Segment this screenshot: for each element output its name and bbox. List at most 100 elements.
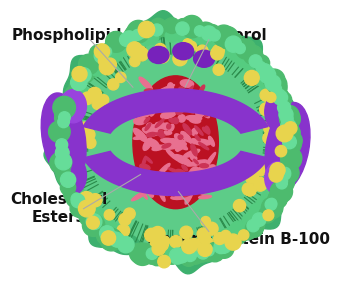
- Circle shape: [49, 121, 70, 143]
- Ellipse shape: [185, 99, 193, 103]
- Circle shape: [94, 49, 109, 63]
- Circle shape: [176, 19, 196, 39]
- Circle shape: [221, 42, 233, 54]
- Ellipse shape: [175, 134, 182, 141]
- Circle shape: [228, 225, 242, 239]
- Circle shape: [235, 43, 245, 54]
- Circle shape: [235, 228, 249, 241]
- Circle shape: [64, 158, 78, 172]
- Circle shape: [85, 137, 96, 148]
- Circle shape: [282, 156, 298, 172]
- Ellipse shape: [145, 89, 153, 92]
- Circle shape: [74, 198, 87, 212]
- Circle shape: [119, 213, 131, 225]
- Circle shape: [71, 74, 87, 91]
- Ellipse shape: [194, 50, 215, 67]
- Circle shape: [63, 154, 78, 169]
- Ellipse shape: [186, 116, 202, 121]
- Circle shape: [94, 212, 108, 226]
- Circle shape: [277, 133, 289, 145]
- Ellipse shape: [186, 105, 191, 110]
- Ellipse shape: [152, 98, 161, 108]
- Ellipse shape: [155, 119, 164, 127]
- Ellipse shape: [139, 77, 152, 90]
- Circle shape: [108, 79, 119, 90]
- Ellipse shape: [202, 165, 215, 174]
- Circle shape: [67, 169, 81, 183]
- Ellipse shape: [146, 133, 156, 137]
- Circle shape: [58, 162, 72, 176]
- Circle shape: [182, 30, 194, 42]
- Circle shape: [270, 174, 282, 186]
- Circle shape: [225, 36, 241, 52]
- Circle shape: [260, 200, 277, 217]
- Circle shape: [84, 129, 95, 140]
- Ellipse shape: [146, 101, 158, 108]
- Circle shape: [215, 231, 230, 246]
- Circle shape: [61, 146, 77, 162]
- Circle shape: [238, 221, 257, 240]
- Ellipse shape: [152, 93, 163, 101]
- Ellipse shape: [134, 184, 150, 191]
- Circle shape: [78, 60, 98, 79]
- Circle shape: [79, 192, 94, 207]
- Ellipse shape: [144, 110, 148, 114]
- Circle shape: [278, 101, 290, 114]
- Ellipse shape: [160, 100, 167, 108]
- Ellipse shape: [150, 139, 160, 149]
- Circle shape: [261, 197, 283, 219]
- Ellipse shape: [161, 138, 178, 144]
- Ellipse shape: [183, 124, 191, 135]
- Circle shape: [278, 176, 288, 186]
- Circle shape: [272, 159, 288, 175]
- Ellipse shape: [133, 76, 218, 209]
- Circle shape: [102, 219, 117, 234]
- Ellipse shape: [203, 112, 209, 118]
- Ellipse shape: [191, 93, 198, 98]
- Ellipse shape: [205, 126, 210, 134]
- Circle shape: [69, 135, 83, 149]
- Ellipse shape: [146, 127, 161, 133]
- Ellipse shape: [132, 190, 149, 201]
- Circle shape: [60, 95, 77, 113]
- Ellipse shape: [171, 177, 185, 183]
- Circle shape: [104, 232, 117, 246]
- Circle shape: [94, 57, 109, 72]
- Circle shape: [87, 216, 99, 229]
- Circle shape: [169, 248, 186, 264]
- Text: Cholesterol: Cholesterol: [169, 29, 267, 44]
- Circle shape: [150, 239, 161, 249]
- Circle shape: [198, 231, 210, 243]
- Ellipse shape: [194, 159, 198, 164]
- Circle shape: [272, 184, 290, 202]
- Circle shape: [97, 50, 107, 60]
- Ellipse shape: [163, 123, 169, 130]
- Circle shape: [282, 131, 302, 151]
- Circle shape: [234, 50, 246, 63]
- Ellipse shape: [143, 138, 152, 150]
- Circle shape: [239, 230, 249, 240]
- Circle shape: [55, 153, 72, 170]
- Circle shape: [275, 154, 288, 167]
- Circle shape: [100, 227, 113, 240]
- Circle shape: [268, 175, 282, 189]
- Circle shape: [270, 181, 293, 203]
- Ellipse shape: [131, 105, 149, 116]
- Circle shape: [276, 173, 290, 187]
- Circle shape: [56, 139, 68, 151]
- Circle shape: [53, 96, 76, 119]
- Circle shape: [283, 135, 301, 153]
- Circle shape: [271, 184, 286, 199]
- Circle shape: [124, 27, 143, 46]
- Circle shape: [222, 42, 236, 56]
- Circle shape: [54, 121, 71, 139]
- Circle shape: [85, 202, 97, 214]
- Ellipse shape: [177, 170, 183, 180]
- Circle shape: [280, 108, 300, 129]
- Circle shape: [277, 162, 299, 184]
- Ellipse shape: [193, 139, 211, 145]
- Circle shape: [104, 58, 117, 71]
- Circle shape: [83, 214, 105, 236]
- Circle shape: [183, 22, 198, 37]
- Circle shape: [283, 150, 300, 166]
